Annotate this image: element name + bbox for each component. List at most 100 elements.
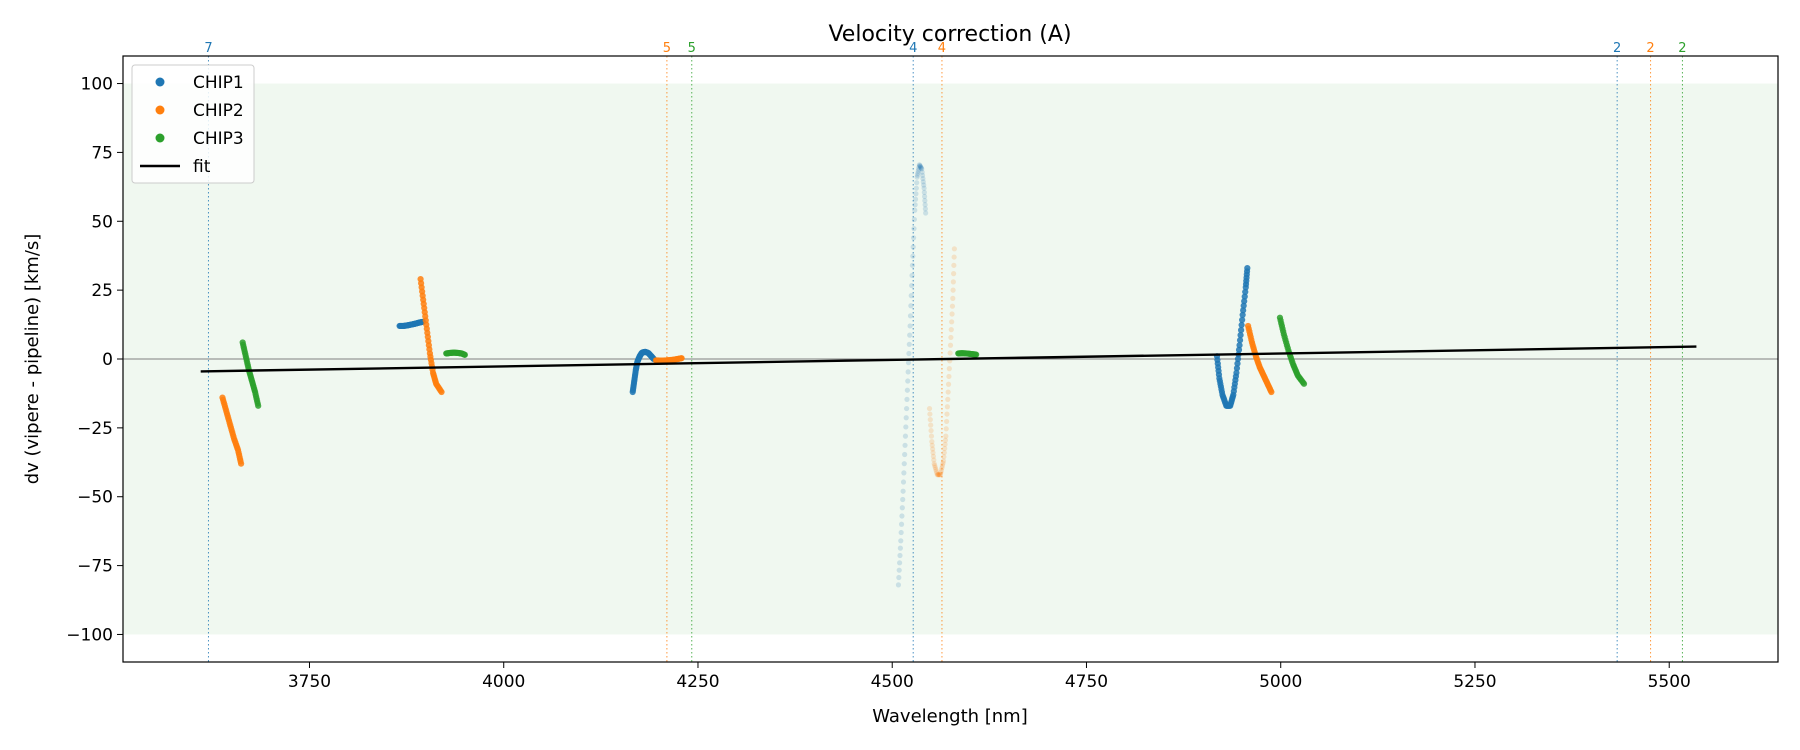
data-point	[933, 466, 939, 472]
legend-marker	[155, 105, 165, 115]
data-point	[949, 319, 955, 325]
data-point	[903, 424, 909, 430]
x-axis-ticks: 3750 4000 4250 4500 4750 5000 5250 5500	[288, 662, 1691, 692]
data-point	[926, 405, 933, 412]
chart-title: Velocity correction (A)	[828, 22, 1071, 47]
y-axis-ticks: 100 75 50 25 0 −25 −50 −75 −100	[66, 75, 123, 645]
data-point	[899, 505, 905, 511]
data-point	[917, 162, 923, 169]
data-point	[948, 334, 954, 341]
data-point	[949, 303, 956, 309]
data-point	[900, 496, 906, 503]
data-point	[905, 378, 911, 384]
data-point	[945, 396, 951, 402]
data-point	[948, 327, 954, 333]
data-point	[922, 193, 928, 200]
data-point	[928, 428, 934, 434]
y-tick-label: 100	[81, 75, 113, 95]
data-point	[942, 437, 949, 443]
data-point	[1233, 365, 1241, 372]
data-point	[907, 332, 913, 338]
order-marker-label: 4	[938, 41, 946, 56]
data-point	[936, 472, 942, 478]
data-point	[935, 472, 941, 478]
data-point	[933, 468, 939, 474]
order-marker-label: 4	[909, 41, 917, 56]
data-point	[899, 513, 905, 519]
data-point	[900, 488, 906, 494]
data-point	[902, 433, 909, 439]
data-point	[903, 405, 910, 412]
data-point	[1236, 337, 1244, 344]
data-point	[678, 355, 685, 362]
x-tick-label: 4250	[676, 672, 719, 692]
data-point	[921, 185, 927, 191]
data-point	[934, 472, 940, 478]
data-point	[932, 462, 938, 469]
y-tick-label: −100	[66, 625, 113, 645]
data-point	[941, 450, 947, 456]
data-point	[922, 198, 928, 204]
data-point	[1237, 326, 1245, 334]
data-point	[919, 166, 925, 172]
legend-label: CHIP2	[193, 101, 244, 121]
data-point	[944, 418, 950, 425]
data-point	[896, 574, 902, 581]
data-point	[901, 470, 907, 476]
data-point	[928, 433, 935, 439]
data-point	[903, 415, 909, 421]
data-point	[896, 567, 902, 573]
data-point	[940, 460, 946, 466]
data-point	[919, 169, 925, 175]
data-point	[930, 446, 936, 452]
data-point	[910, 244, 916, 250]
data-point	[915, 170, 921, 176]
data-point	[930, 453, 937, 459]
data-point	[905, 360, 912, 366]
x-tick-label: 4500	[871, 672, 914, 692]
data-point	[907, 323, 913, 329]
data-point	[906, 341, 912, 347]
y-axis-label: dv (vipere - pipeline) [km/s]	[22, 234, 43, 485]
data-point	[898, 538, 904, 544]
data-point	[920, 175, 926, 182]
data-point	[1244, 265, 1251, 272]
data-point	[934, 470, 940, 476]
data-point	[1239, 311, 1246, 319]
data-point	[1233, 369, 1240, 376]
data-point	[932, 464, 938, 470]
data-point	[922, 206, 928, 212]
data-point	[921, 189, 927, 195]
data-point	[919, 172, 926, 178]
data-point	[928, 422, 934, 428]
x-tick-label: 5250	[1453, 672, 1496, 692]
data-point	[946, 373, 952, 380]
x-tick-label: 5000	[1259, 672, 1302, 692]
data-point	[937, 472, 943, 478]
data-point	[906, 350, 912, 357]
data-point	[912, 207, 918, 213]
data-point	[973, 351, 980, 358]
data-point	[931, 457, 937, 463]
data-point	[942, 445, 948, 452]
data-point	[945, 389, 951, 395]
data-point	[238, 460, 245, 467]
data-point	[909, 272, 915, 279]
x-tick-label: 5500	[1648, 672, 1691, 692]
data-point	[898, 521, 905, 527]
x-tick-label: 4750	[1065, 672, 1108, 692]
data-point	[907, 313, 914, 319]
data-point	[931, 461, 937, 467]
data-point	[916, 162, 923, 168]
y-tick-label: 75	[91, 143, 113, 163]
data-point	[937, 472, 943, 478]
legend-box	[131, 64, 255, 184]
plot-area: 7 5 5 4 4 2 2 2	[123, 41, 1778, 662]
data-point	[1234, 360, 1241, 367]
data-point	[935, 472, 941, 478]
data-point	[915, 168, 921, 174]
data-point	[939, 462, 946, 469]
data-point	[1268, 388, 1275, 396]
data-point	[898, 529, 904, 536]
data-point	[946, 366, 952, 372]
